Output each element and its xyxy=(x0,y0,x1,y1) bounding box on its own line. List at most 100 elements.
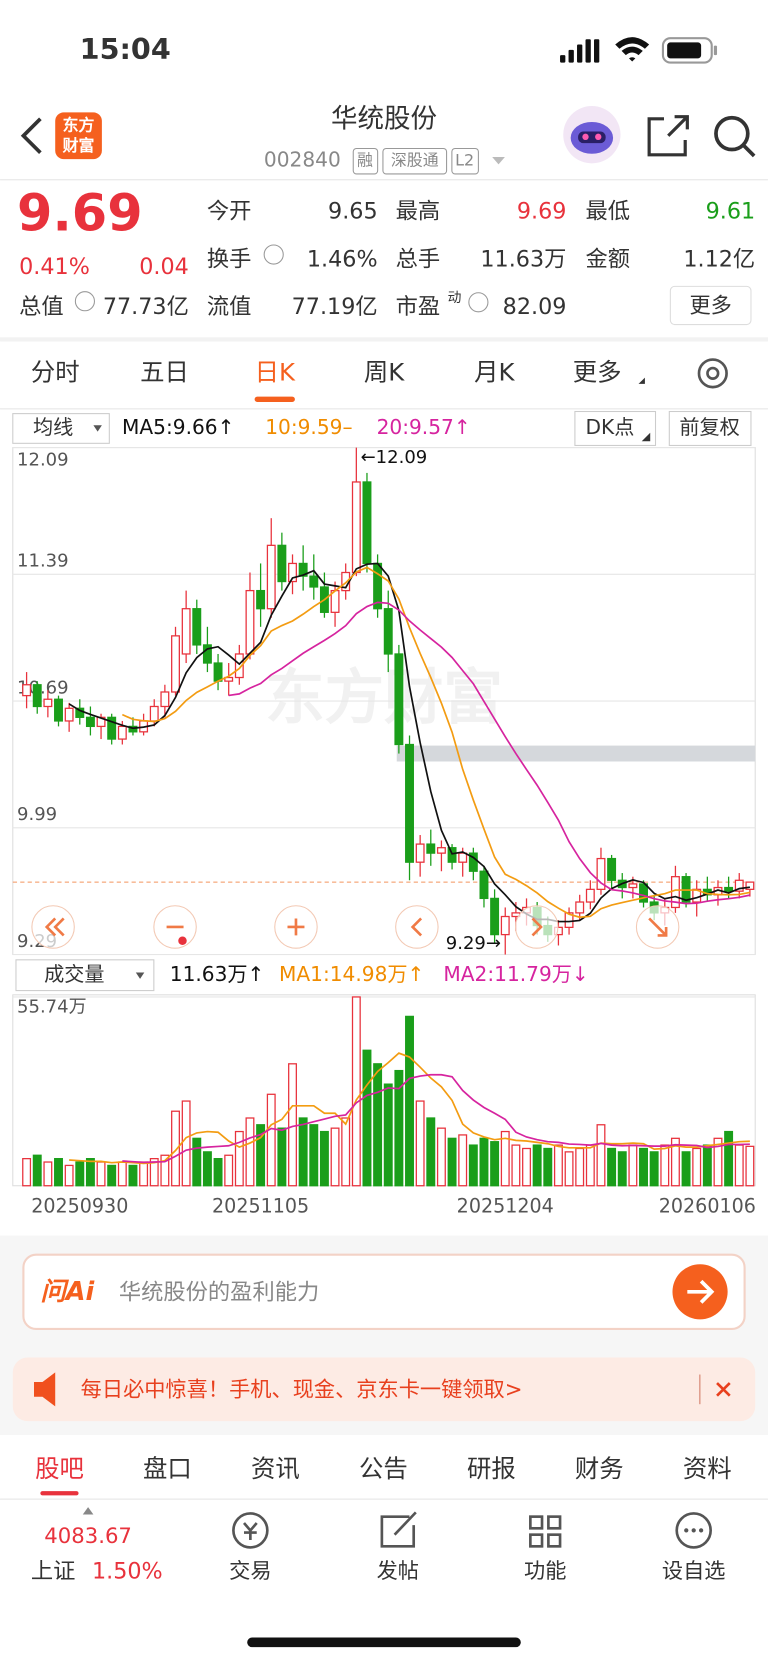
volume-bar xyxy=(479,1137,489,1187)
volume-bar xyxy=(202,1151,212,1187)
volume-bar xyxy=(447,1137,457,1187)
nav-item[interactable]: 功能 xyxy=(524,1559,566,1584)
candle-body xyxy=(85,716,95,728)
candle-body xyxy=(117,725,127,740)
vol-select-label: 成交量 xyxy=(44,962,104,986)
banner-close[interactable] xyxy=(716,1382,731,1397)
sub-tab[interactable]: 财务 xyxy=(575,1454,624,1483)
vol-label: 11.63万↑ xyxy=(170,962,265,986)
tag-box xyxy=(382,147,448,175)
tag: 深股通 xyxy=(391,151,439,170)
ma-line xyxy=(68,562,751,923)
candle-body xyxy=(149,705,159,722)
banner[interactable] xyxy=(12,1357,756,1422)
volume-bar xyxy=(373,1063,383,1187)
adjust-button[interactable] xyxy=(668,410,752,446)
sub-tab[interactable]: 公告 xyxy=(359,1454,408,1483)
ai-logo: 问Ai xyxy=(40,1277,94,1307)
tag: 融 xyxy=(357,151,373,170)
nav-item[interactable]: 交易 xyxy=(229,1559,271,1584)
assistant-avatar[interactable] xyxy=(563,106,621,164)
submit-icon xyxy=(687,1279,715,1304)
step-right[interactable] xyxy=(514,905,559,949)
volume-bar xyxy=(64,1164,74,1187)
more-button[interactable] xyxy=(669,285,752,326)
volume-layer: 55.74万 20250930 20251105 20251204 20260106 xyxy=(12,996,756,1217)
vol-select[interactable] xyxy=(15,959,155,992)
dropdown-icon[interactable] xyxy=(492,156,505,165)
volume-bar xyxy=(628,1144,638,1187)
candle-body xyxy=(202,644,212,664)
volume-bar xyxy=(468,1144,478,1187)
candle-body xyxy=(256,589,266,610)
volume-bar xyxy=(75,1161,85,1187)
ma-select[interactable] xyxy=(12,413,110,444)
divider xyxy=(0,1498,768,1500)
settings-button[interactable] xyxy=(697,358,728,389)
vol-ma2-label: MA2:11.79万↓ xyxy=(443,962,588,986)
home-indicator xyxy=(247,1637,521,1648)
candle-body xyxy=(426,843,436,854)
candle-body xyxy=(564,912,574,929)
volume-bar xyxy=(213,1158,223,1187)
volume-bar xyxy=(617,1151,627,1187)
volume-bar xyxy=(298,1117,308,1187)
volume-bar xyxy=(96,1161,106,1187)
sub-tab[interactable]: 资讯 xyxy=(251,1454,300,1483)
candle-body xyxy=(288,562,297,583)
candle-body xyxy=(607,857,617,881)
volume-bar xyxy=(362,1049,372,1187)
candle-body xyxy=(362,481,372,565)
search-button[interactable] xyxy=(714,115,756,158)
candle-body xyxy=(245,589,255,655)
candle-body xyxy=(309,575,319,588)
sub-tab[interactable]: 研报 xyxy=(467,1454,516,1483)
scroll-left[interactable] xyxy=(31,905,75,949)
ai-input[interactable] xyxy=(22,1253,746,1330)
period-tab[interactable]: 日K xyxy=(255,357,296,386)
sub-tab[interactable]: 资料 xyxy=(683,1454,732,1483)
dk-label: DK点 xyxy=(585,415,634,439)
volume-bar xyxy=(670,1137,680,1187)
divider xyxy=(0,179,768,181)
period-tab[interactable]: 周K xyxy=(364,357,405,386)
nav-item[interactable]: 设自选 xyxy=(662,1559,726,1584)
dk-button[interactable] xyxy=(574,410,657,446)
step-left[interactable] xyxy=(395,905,439,949)
volume-bar xyxy=(160,1154,170,1187)
change-pct: 0.41% xyxy=(19,254,90,280)
volume-bar xyxy=(436,1127,446,1187)
sub-tab[interactable]: 盘口 xyxy=(143,1454,192,1483)
period-tab[interactable]: 更多 xyxy=(573,357,622,386)
volume-bar xyxy=(639,1147,648,1187)
info-icon[interactable] xyxy=(468,292,489,313)
candle-body xyxy=(458,852,468,863)
candle-body xyxy=(107,716,117,740)
more-arrow xyxy=(638,377,645,384)
select-arrow xyxy=(93,425,102,432)
y-tick-label: 55.74万 xyxy=(17,997,87,1018)
volume-bar xyxy=(149,1158,159,1187)
period-tab[interactable]: 五日 xyxy=(140,357,189,386)
candle-body xyxy=(32,684,42,708)
info-icon[interactable] xyxy=(74,291,95,312)
period-tab[interactable]: 分时 xyxy=(31,357,80,386)
nav-item[interactable]: 发帖 xyxy=(377,1559,419,1584)
ma-select-label: 均线 xyxy=(33,415,73,439)
candle-body xyxy=(224,676,234,682)
back-button[interactable] xyxy=(20,117,42,155)
period-tab[interactable]: 月K xyxy=(474,357,515,386)
field-label: 金额 xyxy=(586,246,631,272)
volume-bar xyxy=(266,1093,276,1187)
volume-bar xyxy=(458,1134,468,1187)
volume-bar xyxy=(139,1161,149,1187)
volume-bar xyxy=(692,1147,702,1187)
volume-bar xyxy=(107,1164,117,1187)
last-price: 9.69 xyxy=(17,184,143,243)
field-value: 77.73亿 xyxy=(103,294,189,320)
volume-bar xyxy=(596,1124,606,1187)
share-button[interactable] xyxy=(647,115,689,157)
sub-tab[interactable]: 股吧 xyxy=(35,1454,84,1483)
info-icon[interactable] xyxy=(263,244,284,265)
vol-ma-line xyxy=(69,1052,750,1165)
